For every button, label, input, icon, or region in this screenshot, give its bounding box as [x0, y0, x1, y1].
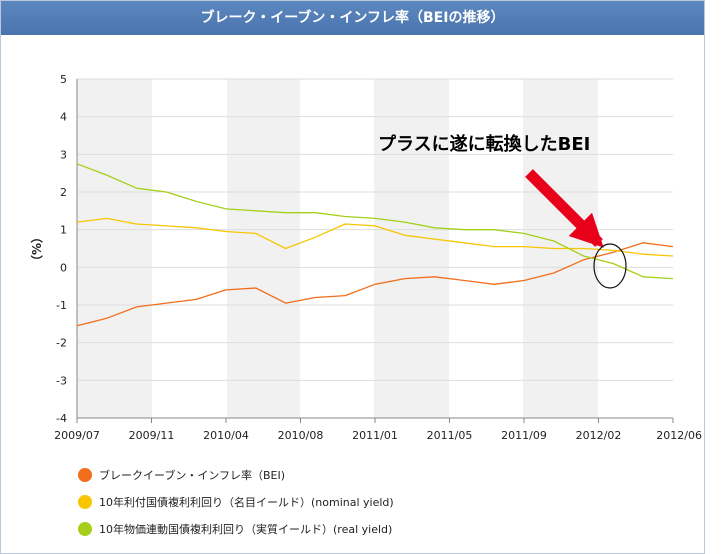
legend-label-bei: ブレークイーブン・インフレ率（BEI) — [99, 468, 285, 482]
legend-item-nominal[interactable]: 10年利付国債複利利回り（名目イールド）(nominal yield) — [78, 495, 394, 509]
plot-bands — [77, 79, 598, 418]
series-lines — [76, 163, 674, 327]
legend-item-bei[interactable]: ブレークイーブン・インフレ率（BEI) — [78, 468, 285, 482]
legend-marker-bei — [78, 468, 92, 482]
y-tick-label: 1 — [60, 224, 67, 237]
x-tick-labels: 2009/07 2009/11 2010/04 2010/08 2011/01 2011/… — [54, 418, 702, 442]
annotation-text: プラスに遂に転換したBEI — [378, 133, 590, 155]
band-1 — [77, 79, 152, 418]
annotation-arrow — [525, 169, 604, 248]
legend-marker-nominal — [78, 495, 92, 509]
legend: ブレークイーブン・インフレ率（BEI) 10年利付国債複利利回り（名目イールド）… — [78, 468, 394, 536]
band-2 — [227, 79, 300, 418]
x-tick-label: 2012/02 — [576, 429, 622, 442]
x-tick-label: 2009/07 — [54, 429, 100, 442]
y-tick-label: -2 — [56, 337, 67, 350]
series-line-0 — [76, 242, 674, 327]
legend-label-nominal: 10年利付国債複利利回り（名目イールド）(nominal yield) — [99, 495, 394, 509]
series-line-1 — [76, 217, 674, 257]
y-tick-label: 3 — [60, 148, 67, 161]
legend-item-real[interactable]: 10年物価連動国債複利利回り（実質イールド）(real yield) — [78, 522, 392, 536]
legend-label-real: 10年物価連動国債複利利回り（実質イールド）(real yield) — [99, 522, 392, 536]
x-tick-label: 2010/04 — [203, 429, 249, 442]
x-tick-label: 2011/09 — [501, 429, 547, 442]
chart-title: ブレーク・イーブン・インフレ率（BEIの推移） — [1, 1, 704, 35]
y-axis-label: （%） — [29, 231, 44, 267]
x-tick-label: 2011/05 — [427, 429, 473, 442]
highlight-circle — [593, 243, 627, 289]
chart-frame: ブレーク・イーブン・インフレ率（BEIの推移） 5 4 3 2 1 0 -1 -2 -3 -4 2… — [0, 0, 705, 554]
y-tick-label: -3 — [56, 374, 67, 387]
band-3 — [374, 79, 449, 418]
y-tick-label: 0 — [60, 261, 67, 274]
y-tick-label: 5 — [60, 73, 67, 86]
x-tick-label: 2011/01 — [352, 429, 398, 442]
y-tick-labels: 5 4 3 2 1 0 -1 -2 -3 -4 — [56, 73, 67, 425]
y-tick-label: -1 — [56, 299, 67, 312]
chart-svg: 5 4 3 2 1 0 -1 -2 -3 -4 2009/07 2009/11 2010/04 2010… — [29, 73, 702, 536]
y-tick-label: 4 — [60, 111, 67, 124]
x-tick-label: 2012/06 — [656, 429, 702, 442]
y-tick-label: 2 — [60, 186, 67, 199]
y-tick-label: -4 — [56, 412, 67, 425]
x-tick-label: 2010/08 — [278, 429, 324, 442]
x-tick-label: 2009/11 — [129, 429, 175, 442]
series-line-2 — [76, 163, 674, 280]
legend-marker-real — [78, 522, 92, 536]
